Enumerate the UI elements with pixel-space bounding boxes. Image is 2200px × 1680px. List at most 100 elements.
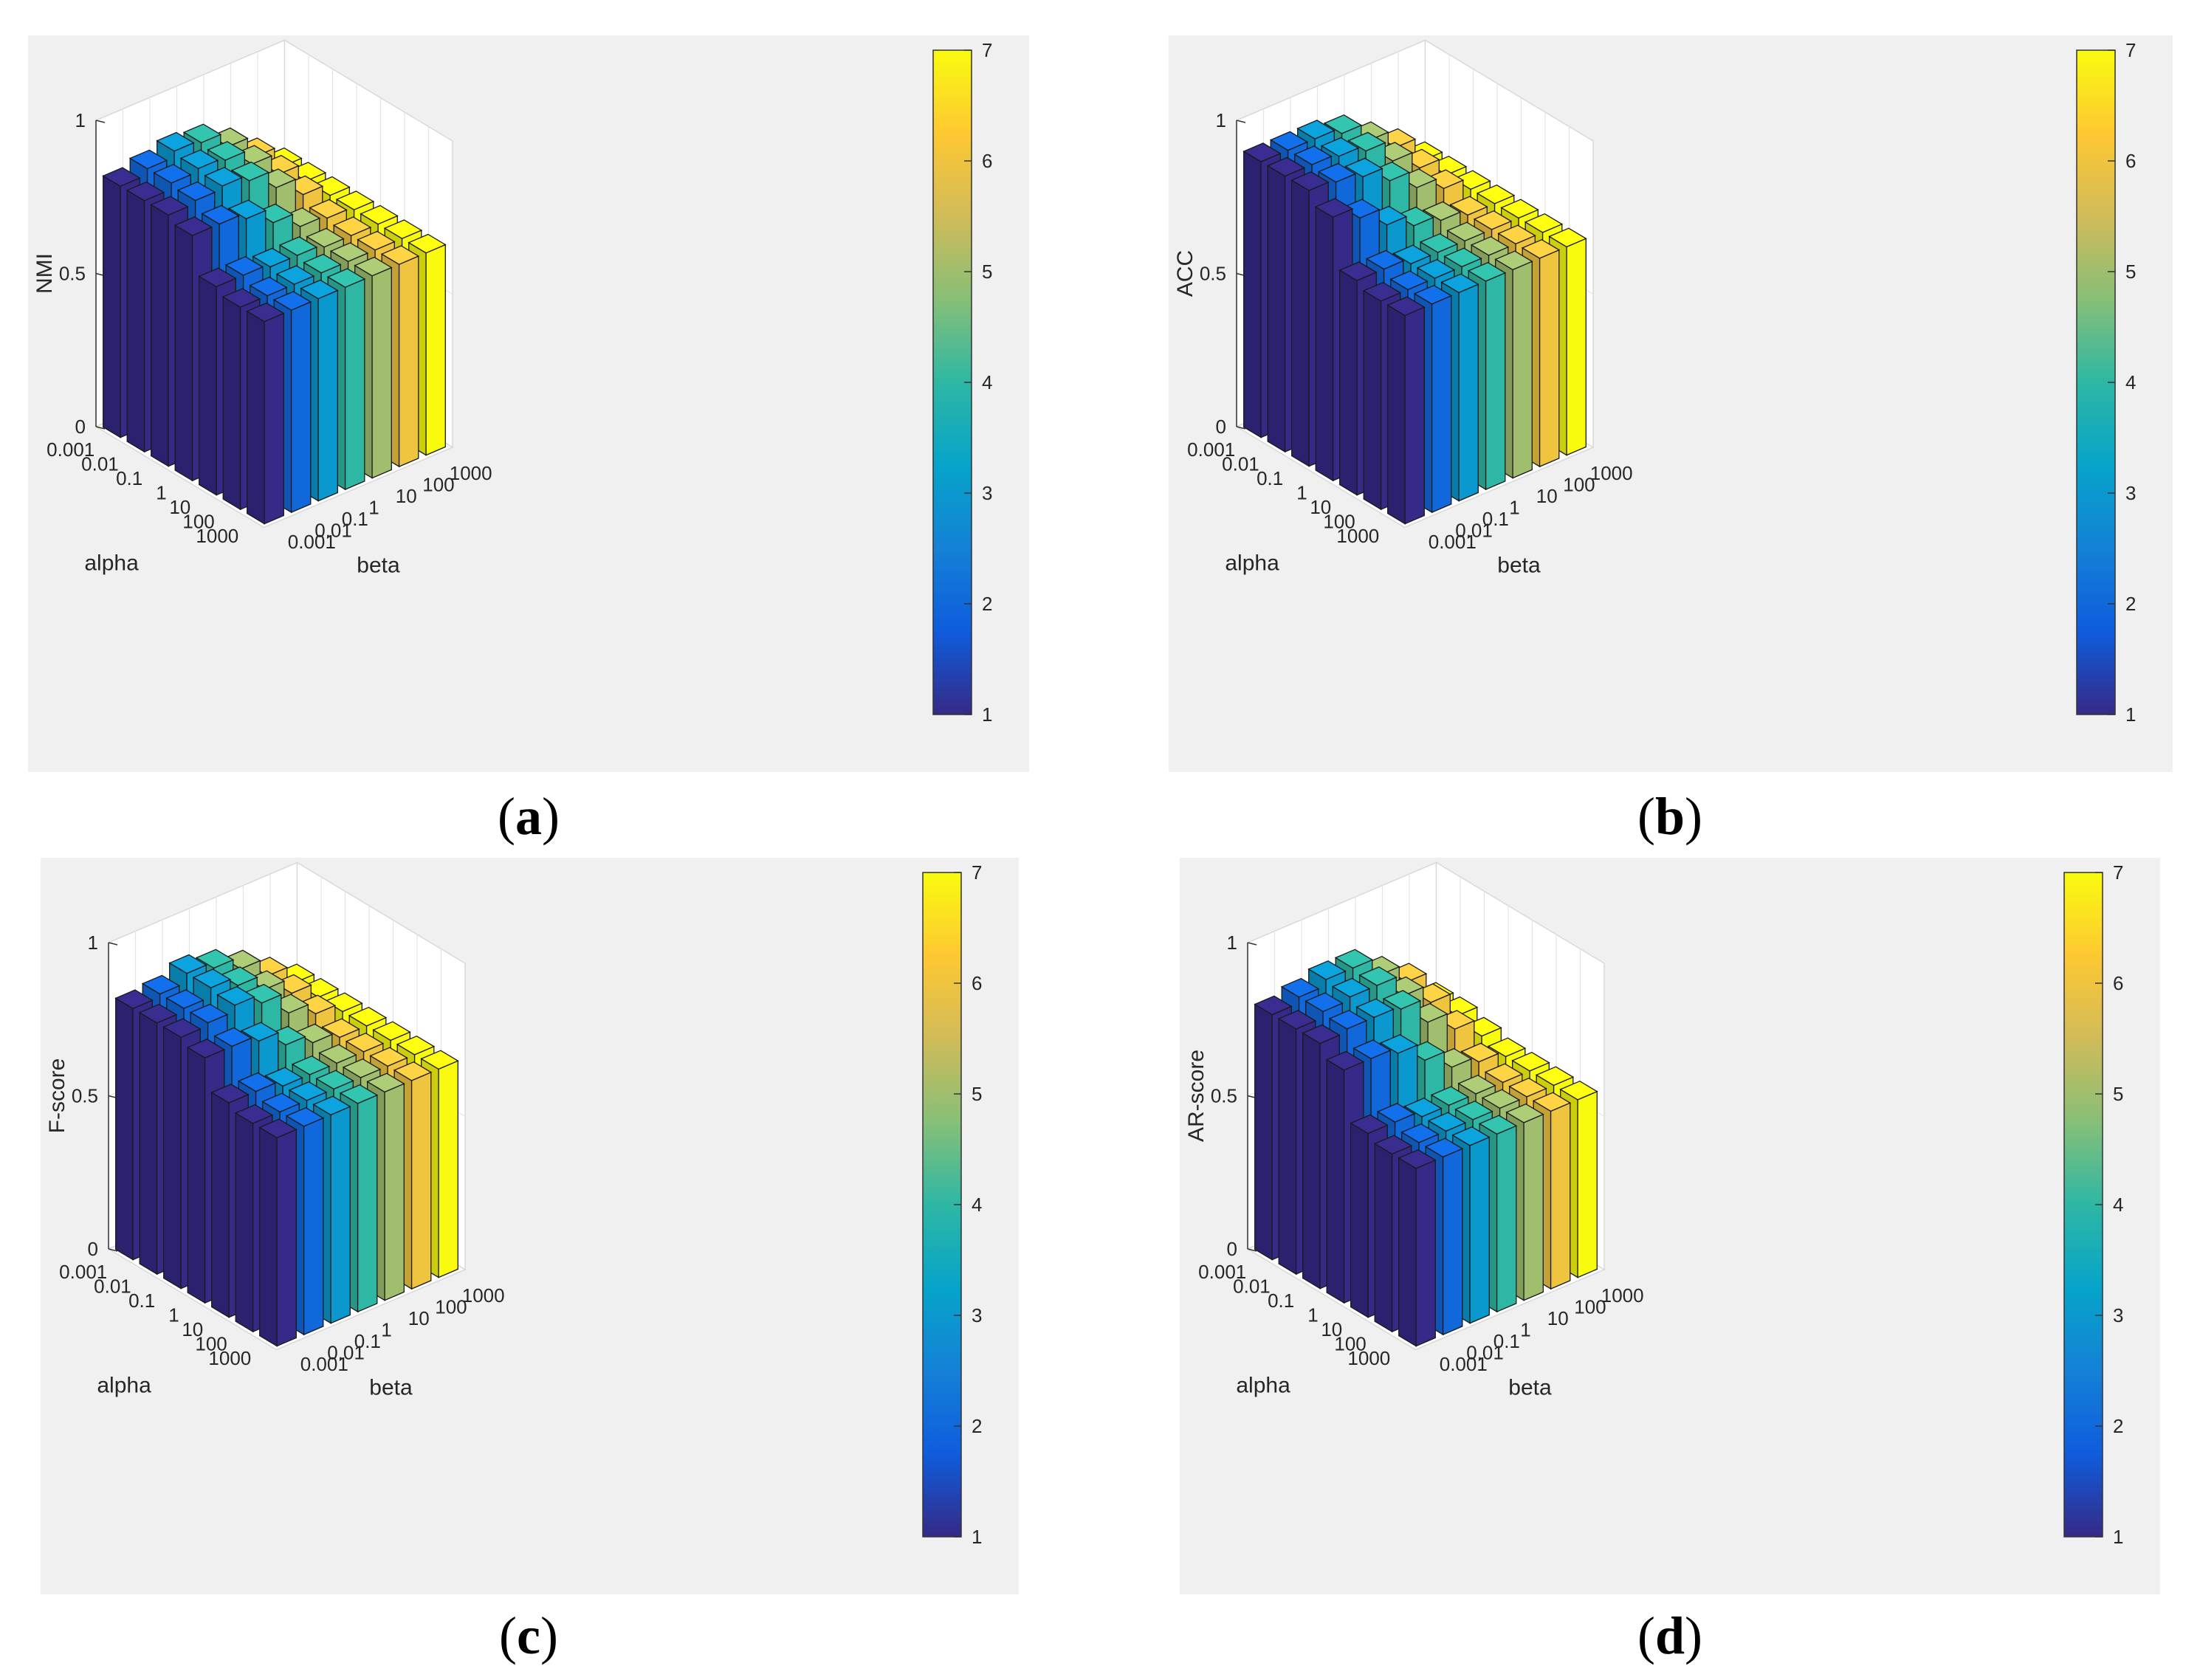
bar-face-top: [288, 1081, 328, 1101]
z-tick-label: 0.5: [72, 1085, 98, 1107]
colorbar-tick-label: 2: [2113, 1415, 2123, 1437]
z-tick-label: 0: [1227, 1238, 1237, 1260]
bar-face-side: [163, 1026, 182, 1290]
bar-face-top: [396, 1035, 436, 1056]
colorbar-tick-label: 1: [2113, 1526, 2123, 1548]
bar-face-front: [425, 244, 446, 456]
colorbar-tick-label: 2: [972, 1415, 982, 1437]
bar-face-top: [300, 279, 339, 300]
bar-face-front: [398, 255, 419, 468]
bar-face-top: [1365, 249, 1405, 270]
colorbar-tick-label: 1: [2125, 703, 2136, 726]
caption-c: (c): [499, 1606, 558, 1665]
beta-tick-label: 1000: [1601, 1284, 1644, 1307]
bar-face-side: [187, 1046, 206, 1304]
alpha-tick-label: 0.01: [94, 1275, 131, 1297]
colorbar-tick-label: 7: [982, 39, 992, 61]
bar-face-top: [1382, 990, 1422, 1010]
bar-1000-0.001: [1398, 1149, 1437, 1347]
bar-face-top: [297, 994, 337, 1015]
bar-face-top: [173, 216, 213, 236]
bar-1000-0.001: [1386, 296, 1426, 525]
bar-face-top: [1487, 1037, 1527, 1058]
bar-face-side: [1374, 1143, 1393, 1333]
bar-face-top: [1400, 1123, 1440, 1143]
bar-face-side: [174, 224, 193, 482]
bar-face-top: [291, 1055, 331, 1075]
beta-tick-label: 0.1: [342, 508, 368, 530]
beta-tick-label: 1: [368, 496, 379, 518]
bar-face-top: [306, 227, 345, 248]
beta-tick-label: 0.01: [1455, 519, 1493, 541]
bar-face-top: [342, 1058, 382, 1078]
z-tick: [108, 1248, 118, 1252]
bar-face-top: [213, 1027, 252, 1047]
bar-face-top: [1425, 169, 1465, 190]
beta-axis-label: beta: [1497, 554, 1541, 578]
alpha-tick-label: 1: [1296, 481, 1307, 503]
colorbar-tick-label: 7: [2113, 861, 2123, 884]
z-tick-label: 0: [88, 1238, 98, 1260]
alpha-tick-label: 1: [168, 1304, 179, 1326]
z-tick-label: 1: [75, 109, 86, 131]
bar-face-top: [1452, 170, 1491, 190]
alpha-tick-label: 1000: [196, 525, 238, 547]
bar-face-top: [176, 181, 216, 202]
bar-face-top: [1344, 157, 1383, 178]
bar-face-top: [1424, 1137, 1464, 1158]
bar-face-top: [1314, 198, 1354, 218]
z-tick-label: 0: [1216, 416, 1226, 438]
bar-face-top: [249, 276, 288, 297]
bar-face-top: [1269, 131, 1309, 151]
z-tick: [95, 426, 106, 430]
beta-tick-label: 1000: [1590, 462, 1633, 484]
beta-tick-label: 10: [408, 1307, 430, 1329]
bar-face-top: [192, 968, 232, 988]
colorbar: 1 2 3 4 5 6 7: [922, 861, 982, 1548]
bar-face-top: [1395, 206, 1434, 227]
bar-face-side: [1339, 269, 1358, 496]
bar-face-top: [312, 176, 351, 196]
bar-face-top: [275, 265, 315, 285]
bar-face-top: [1334, 949, 1374, 969]
bar-face-top: [1290, 171, 1330, 191]
bar-face-top: [1376, 1103, 1416, 1123]
bar-face-top: [1532, 1092, 1572, 1112]
bar-face-top: [332, 216, 372, 236]
bar-face-front: [1523, 1113, 1544, 1301]
chart-nmi: 00.51NMI0.0010.010.11101001000alpha0.001…: [32, 39, 992, 726]
alpha-tick-label: 0.1: [116, 467, 142, 489]
plot-area: 00.51NMI0.0010.010.11101001000alpha0.001…: [32, 39, 492, 578]
bar-face-side: [222, 296, 241, 511]
bar-face-top: [1494, 250, 1533, 271]
bar-face-top: [1451, 1126, 1491, 1146]
bar-face-top: [1476, 184, 1516, 204]
bar-face-top: [1386, 296, 1426, 317]
z-axis-label: NMI: [32, 253, 57, 294]
alpha-tick-label: 10: [1321, 1318, 1342, 1340]
colorbar-tick-label: 3: [2125, 482, 2136, 504]
bar-face-top: [138, 1003, 178, 1024]
alpha-axis-label: alpha: [1236, 1374, 1290, 1398]
bar-face-top: [153, 164, 192, 184]
bar-face-top: [366, 1073, 405, 1093]
bar-face-front: [1458, 283, 1479, 502]
alpha-tick-label: 0.001: [59, 1261, 107, 1283]
z-tick: [1247, 942, 1257, 946]
beta-tick-label: 0.01: [327, 1341, 365, 1363]
chart-fscore: 00.51F-score0.0010.010.11101001000alpha0…: [45, 861, 982, 1548]
bar-face-top: [1352, 1039, 1392, 1059]
z-tick: [1236, 426, 1246, 430]
beta-tick-label: 0.001: [300, 1353, 348, 1375]
z-tick: [1236, 120, 1246, 123]
bar-face-top: [300, 977, 340, 998]
bar-face-side: [126, 189, 145, 453]
alpha-tick-label: 100: [182, 510, 214, 532]
bar-face-side: [1278, 1017, 1297, 1276]
bar-face-top: [1473, 210, 1513, 230]
alpha-tick-label: 0.01: [1222, 452, 1259, 475]
beta-tick-label: 10: [1536, 485, 1558, 507]
bar-face-side: [235, 1112, 254, 1333]
bar-face-top: [372, 1021, 411, 1042]
z-axis-label: AR-score: [1184, 1050, 1209, 1142]
